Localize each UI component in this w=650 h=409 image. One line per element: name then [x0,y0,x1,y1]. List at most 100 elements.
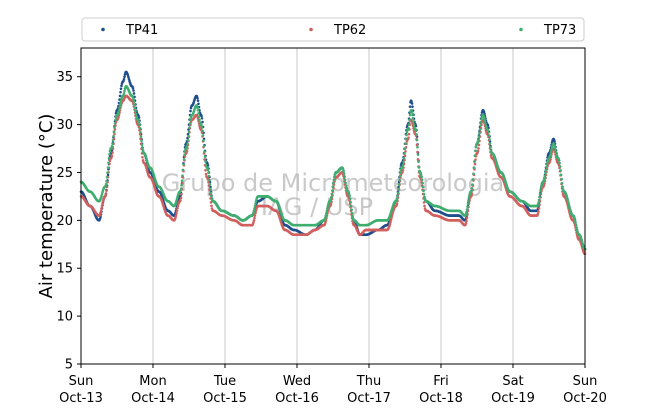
data-point [464,221,468,225]
data-point [176,204,180,208]
data-point [408,105,412,108]
y-tick-label: 15 [56,262,73,277]
data-point [107,161,110,165]
data-point [421,185,425,189]
data-point [140,143,144,147]
data-point [138,128,141,132]
data-point [104,182,108,186]
data-point [408,118,411,122]
data-point [477,147,480,150]
data-point [254,211,257,215]
data-point [253,214,257,217]
data-point [466,205,469,208]
data-point [471,178,475,181]
data-point [480,117,483,121]
data-point [420,175,423,178]
data-point [404,142,407,145]
data-point [189,118,192,122]
x-axis: Sun Oct-13 Mon Oct-14 Tue Oct-15 Wed Oct-16 Thu O… [59,364,607,406]
data-point [422,201,426,204]
data-point [405,133,408,137]
data-point [106,171,109,174]
data-point [139,137,142,141]
data-point [573,219,577,222]
data-point [105,189,108,193]
data-point [186,142,189,145]
x-tick-label-day: Sun [69,374,94,389]
data-point [574,221,577,224]
data-point [137,120,141,124]
data-point [119,101,122,105]
data-point [348,194,351,198]
data-point [138,123,141,127]
legend-label-TP41: TP41 [125,23,158,38]
data-point [537,207,541,210]
data-point [188,122,192,125]
data-point [101,202,104,205]
data-point [198,118,201,122]
data-point [252,221,255,224]
legend-label-TP62: TP62 [333,23,366,38]
data-point [415,138,419,142]
data-point [553,146,557,149]
data-point [543,174,547,178]
data-point [132,98,135,101]
data-point [549,150,553,154]
data-point [537,198,541,202]
x-tick-label-day: Fri [433,374,449,389]
x-tick-label-date: Oct-15 [203,391,247,406]
data-point [202,144,206,148]
data-point [467,196,471,199]
data-point [407,126,410,130]
data-point [181,168,185,172]
data-point [395,197,399,201]
x-tick-label-day: Mon [139,374,166,389]
data-point [118,104,122,107]
data-point [187,134,190,138]
data-point [253,216,256,220]
data-point [422,189,425,192]
data-point [397,187,400,191]
data-point [342,169,345,173]
data-point [466,202,470,205]
data-point [422,192,426,196]
data-point [473,162,477,166]
data-point [343,175,346,178]
data-point [558,165,562,168]
data-point [196,96,199,100]
data-point [567,202,570,205]
legend: TP41 TP62 TP73 [101,23,576,38]
data-point [465,210,468,214]
data-point [410,102,414,105]
x-tick-label-date: Oct-16 [275,391,319,406]
data-point [180,179,184,183]
data-point [554,150,558,154]
data-point [330,192,334,196]
data-point [252,219,256,222]
data-point [407,132,411,136]
data-point [489,154,493,157]
data-point [344,181,347,185]
data-point [554,148,557,151]
data-point [347,192,351,195]
data-point [423,204,426,208]
data-point [174,214,178,217]
data-point [122,77,126,81]
data-point [208,178,211,182]
data-point [390,214,394,218]
data-point [411,113,414,117]
data-point [412,123,416,126]
data-point [417,166,421,169]
data-point [395,202,399,206]
data-point [113,122,117,125]
x-tick-label-day: Wed [283,374,311,389]
data-point [537,201,540,204]
data-point [207,174,211,178]
data-point [134,112,138,116]
data-point [204,160,207,163]
data-point [141,147,144,150]
watermark-line-2: IAG / USP [261,193,373,221]
data-point [404,137,408,141]
data-point [209,191,213,195]
data-point [478,131,481,135]
